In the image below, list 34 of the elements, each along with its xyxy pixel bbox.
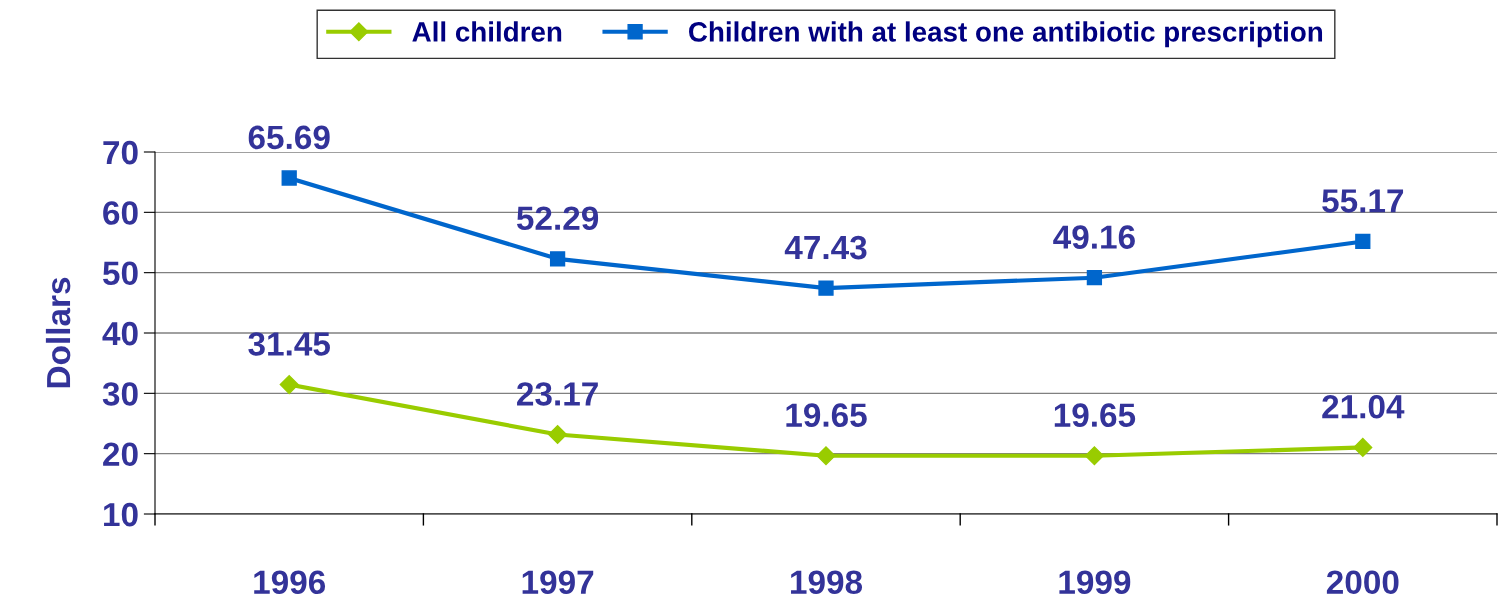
point xyxy=(1353,437,1373,457)
y-tick-label: 70 xyxy=(103,140,138,165)
y-tick-label: 10 xyxy=(104,502,138,527)
point xyxy=(549,251,566,267)
x-tick-label: 1996 xyxy=(254,570,326,595)
y-tick-label: 40 xyxy=(102,321,138,346)
point xyxy=(281,170,297,186)
point xyxy=(1086,270,1103,286)
data-label: 65.69 xyxy=(248,125,330,150)
point xyxy=(816,446,836,466)
y-tick-label: 50 xyxy=(102,261,138,286)
data-label: 19.65 xyxy=(1054,403,1136,427)
point xyxy=(1084,446,1104,466)
point xyxy=(548,425,568,445)
data-label: 55.17 xyxy=(1322,189,1404,213)
data-label: 21.04 xyxy=(1322,394,1405,419)
x-tick-label: 1998 xyxy=(791,570,863,595)
y-axis-title: Dollars xyxy=(45,277,71,388)
data-label: 19.65 xyxy=(786,403,867,427)
x-tick-label: 1997 xyxy=(522,570,594,595)
point xyxy=(1355,233,1371,250)
legend-label: All children xyxy=(412,21,562,42)
y-tick-label: 20 xyxy=(103,442,138,467)
point xyxy=(818,280,834,296)
data-label: 49.16 xyxy=(1053,225,1135,249)
y-tick-label: 60 xyxy=(103,201,138,225)
x-tick-label: 2000 xyxy=(1326,570,1399,595)
data-label: 52.29 xyxy=(516,206,599,231)
data-label: 31.45 xyxy=(248,332,330,356)
y-tick-label: 30 xyxy=(102,382,138,406)
point xyxy=(279,375,299,395)
legend-label: Children with at least one antibiotic prescription xyxy=(689,21,1323,48)
x-tick-label: 1999 xyxy=(1059,570,1131,595)
data-label: 47.43 xyxy=(784,235,867,260)
